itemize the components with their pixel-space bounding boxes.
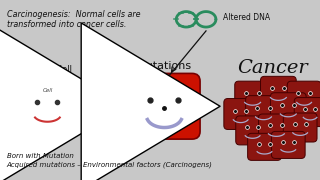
Text: Born with Mutation: Born with Mutation <box>7 153 74 159</box>
FancyBboxPatch shape <box>294 98 320 127</box>
FancyBboxPatch shape <box>224 98 258 129</box>
FancyBboxPatch shape <box>260 76 296 107</box>
Text: Altered DNA: Altered DNA <box>223 13 270 22</box>
FancyBboxPatch shape <box>283 113 317 142</box>
Text: Normal Cell: Normal Cell <box>23 65 72 74</box>
Text: Acquired mutations – Environmental factors (Carcinogens): Acquired mutations – Environmental facto… <box>7 161 212 168</box>
FancyBboxPatch shape <box>246 96 281 127</box>
Text: Cell: Cell <box>42 88 52 93</box>
FancyBboxPatch shape <box>235 81 270 112</box>
FancyBboxPatch shape <box>259 114 294 143</box>
Text: Mutations: Mutations <box>137 62 192 71</box>
FancyBboxPatch shape <box>270 93 306 124</box>
FancyBboxPatch shape <box>129 73 200 139</box>
Text: Carcinogenesis:  Normal cells are: Carcinogenesis: Normal cells are <box>7 10 140 19</box>
Text: transformed into cancer cells.: transformed into cancer cells. <box>7 20 126 29</box>
Text: Cancer: Cancer <box>237 59 308 77</box>
FancyBboxPatch shape <box>248 133 281 160</box>
FancyBboxPatch shape <box>236 116 269 145</box>
FancyBboxPatch shape <box>271 131 305 158</box>
FancyBboxPatch shape <box>287 81 320 112</box>
FancyBboxPatch shape <box>16 78 79 134</box>
